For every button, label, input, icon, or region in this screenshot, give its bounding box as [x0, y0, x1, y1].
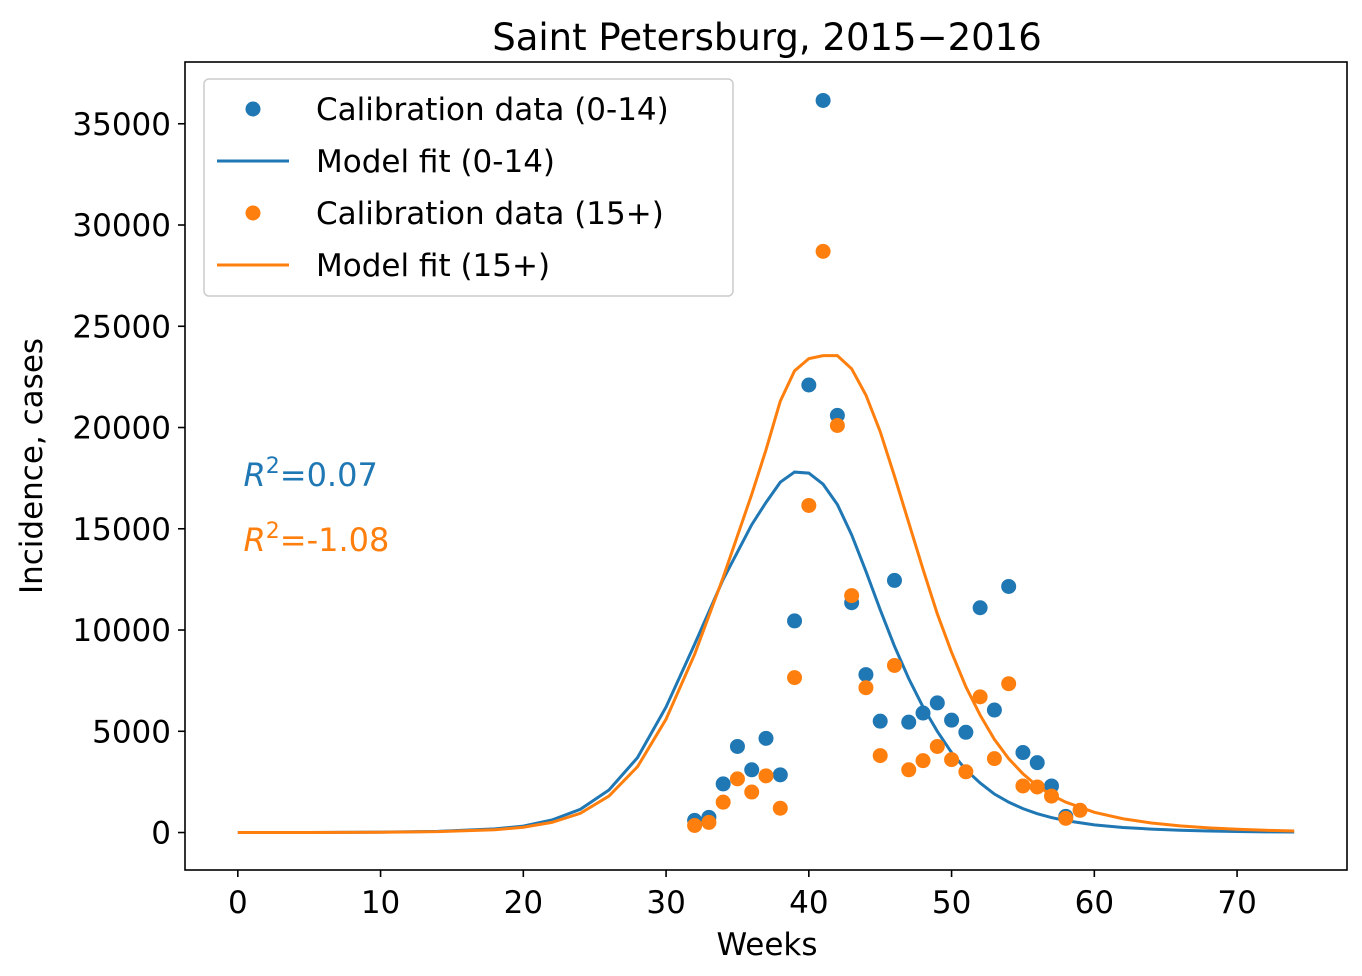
data-point-2-2 — [715, 794, 731, 810]
data-point-2-15 — [901, 762, 917, 778]
legend-label-3: Model fit (15+) — [316, 248, 550, 284]
x-tick-label-4: 40 — [789, 885, 828, 921]
data-point-2-3 — [729, 771, 745, 787]
data-point-0-6 — [772, 767, 788, 783]
data-point-0-4 — [744, 762, 760, 778]
y-tick-label-3: 15000 — [72, 512, 171, 548]
legend-label-2: Calibration data (15+) — [316, 196, 664, 232]
data-point-2-18 — [944, 752, 960, 768]
y-axis-title: Incidence, cases — [14, 338, 50, 594]
data-point-2-22 — [1001, 676, 1017, 692]
data-point-0-24 — [1029, 755, 1045, 771]
r-squared-annotation-1: R2=-1.08 — [244, 519, 390, 559]
data-point-0-18 — [944, 712, 960, 728]
plot-marks — [237, 92, 1295, 835]
series-line-3 — [237, 354, 1295, 835]
legend-label-1: Model fit (0-14) — [316, 144, 555, 180]
x-tick-label-1: 10 — [361, 885, 400, 921]
x-tick-label-2: 20 — [504, 885, 543, 921]
data-point-2-23 — [1015, 778, 1031, 794]
data-point-2-10 — [829, 418, 845, 433]
data-point-2-20 — [972, 689, 988, 705]
data-point-2-13 — [872, 748, 888, 764]
y-tick-label-6: 30000 — [72, 208, 171, 244]
data-point-2-12 — [858, 680, 874, 696]
data-point-2-11 — [844, 588, 860, 604]
data-point-2-0 — [687, 817, 703, 833]
x-tick-label-3: 30 — [646, 885, 685, 921]
data-point-0-22 — [1001, 578, 1017, 594]
legend-marker-2 — [245, 205, 261, 221]
data-point-0-17 — [929, 695, 945, 711]
data-point-0-21 — [986, 702, 1002, 718]
data-point-0-20 — [972, 600, 988, 616]
plot-frame — [184, 61, 1348, 871]
legend-label-0: Calibration data (0-14) — [316, 92, 669, 128]
data-point-0-8 — [801, 377, 817, 393]
data-point-2-1 — [701, 814, 717, 830]
data-point-2-4 — [744, 784, 760, 800]
data-point-0-19 — [958, 724, 974, 740]
y-tick-label-2: 10000 — [72, 613, 171, 649]
data-point-0-14 — [886, 572, 902, 588]
data-point-2-19 — [958, 764, 974, 780]
y-tick-label-0: 0 — [151, 816, 171, 852]
data-point-2-17 — [929, 738, 945, 754]
data-point-0-2 — [715, 776, 731, 792]
legend-box — [203, 78, 734, 297]
y-tick-label-4: 20000 — [72, 411, 171, 447]
data-point-2-6 — [772, 800, 788, 816]
data-point-0-5 — [758, 730, 774, 746]
data-point-0-15 — [901, 714, 917, 730]
y-tick-label-1: 5000 — [92, 714, 171, 750]
y-tick-label-7: 35000 — [72, 107, 171, 143]
data-point-0-7 — [787, 613, 803, 629]
series-line-1 — [237, 470, 1295, 835]
y-tick-label-5: 25000 — [72, 309, 171, 345]
legend: Calibration data (0-14) Model fit (0-14) C… — [203, 78, 734, 297]
data-point-0-13 — [872, 713, 888, 729]
chart-title: Saint Petersburg, 2015−2016 — [492, 16, 1042, 59]
x-tick-label-7: 70 — [1217, 885, 1256, 921]
legend-marker-0 — [245, 101, 261, 117]
data-point-2-26 — [1058, 810, 1074, 826]
data-point-0-16 — [915, 705, 931, 721]
x-tick-label-0: 0 — [228, 885, 248, 921]
data-point-2-8 — [801, 497, 817, 513]
axes: 0 10 20 30 40 50 60 70 0 5000 10000 15000 20000 25000… — [72, 61, 1348, 921]
data-point-0-23 — [1015, 745, 1031, 761]
data-point-2-21 — [986, 751, 1002, 767]
data-point-0-3 — [729, 738, 745, 754]
data-point-0-9 — [815, 92, 831, 108]
x-tick-label-5: 50 — [932, 885, 971, 921]
data-point-2-9 — [815, 243, 831, 259]
data-point-2-5 — [758, 768, 774, 784]
data-point-2-16 — [915, 753, 931, 769]
data-point-2-14 — [886, 657, 902, 673]
data-point-2-7 — [787, 670, 803, 686]
x-axis-title: Weeks — [716, 927, 817, 963]
annotations: R2=0.07 R2=-1.08 — [244, 454, 390, 559]
x-tick-label-6: 60 — [1075, 885, 1114, 921]
r-squared-annotation-0: R2=0.07 — [244, 454, 378, 494]
data-point-0-12 — [858, 667, 874, 683]
